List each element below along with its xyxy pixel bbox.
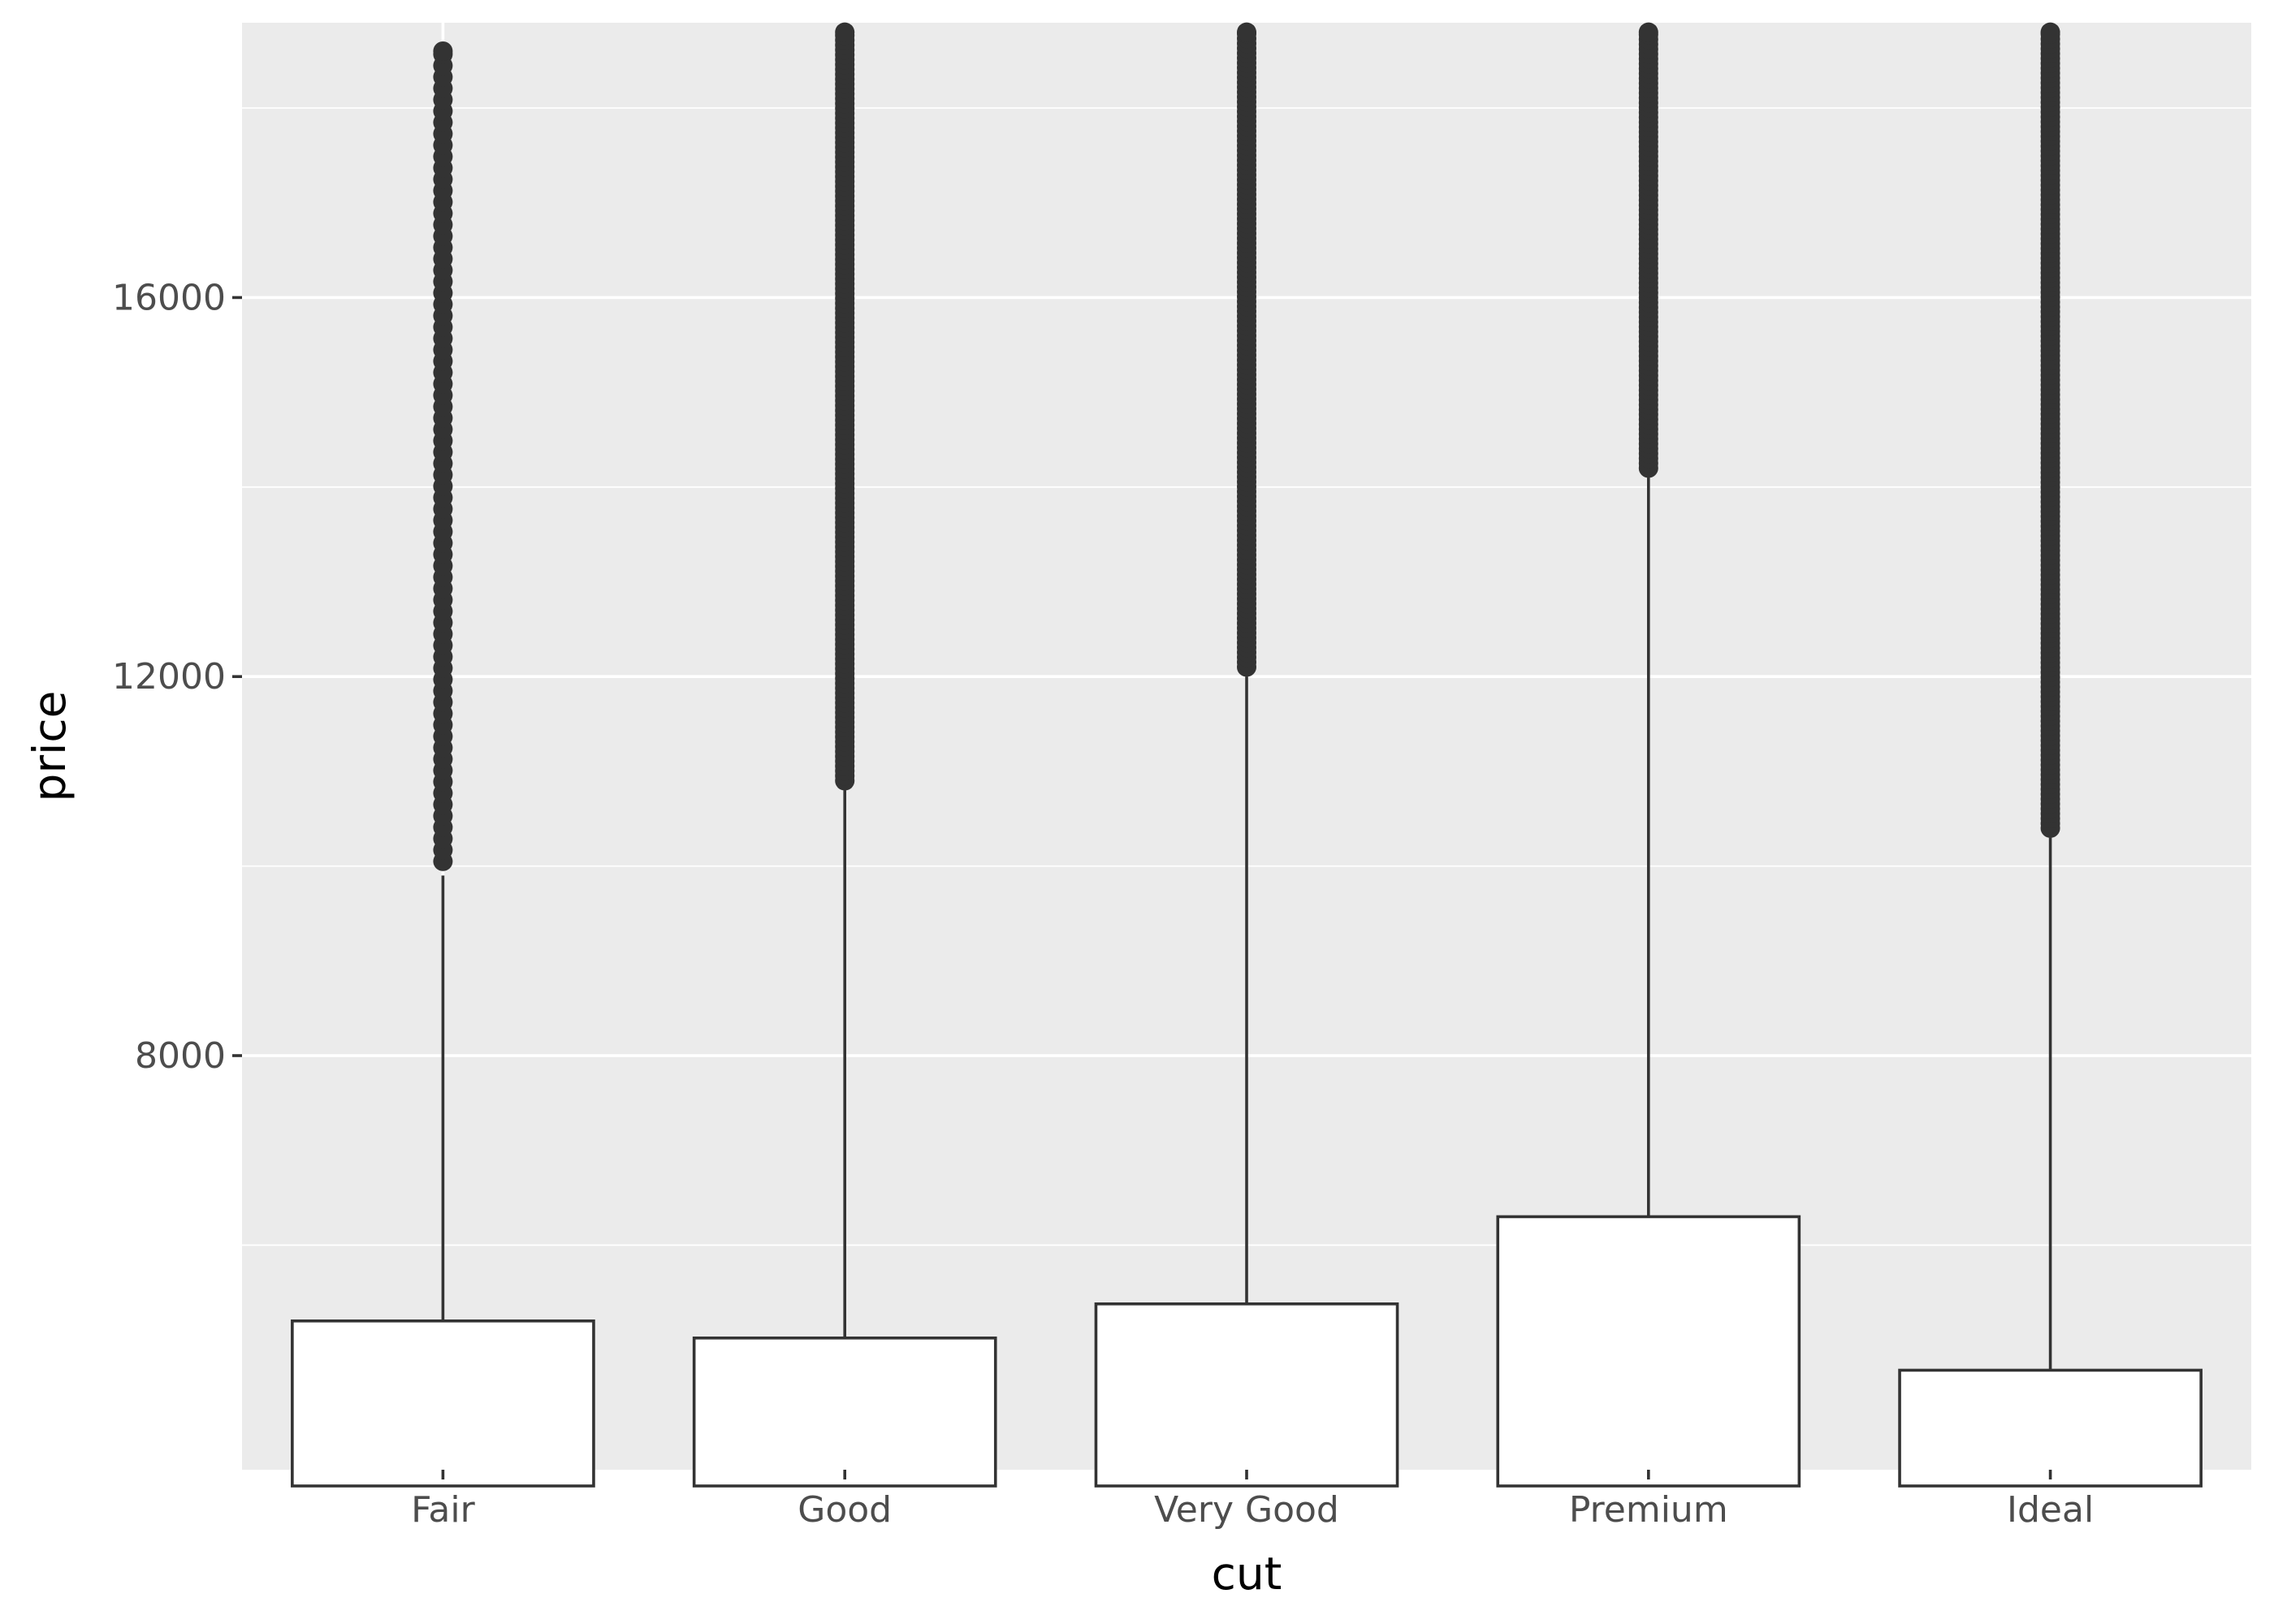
x-tick-label: Ideal <box>2007 1489 2094 1531</box>
boxplot-ideal <box>1898 22 2203 1488</box>
x-tick-label: Premium <box>1569 1489 1728 1531</box>
boxplot-fair <box>291 41 595 1488</box>
y-tick-label: 12000 <box>112 656 226 698</box>
x-tick-label: Good <box>798 1489 892 1531</box>
boxplots <box>291 22 2203 1488</box>
outlier-point <box>835 22 855 42</box>
axes: 8000 12000 16000 Fair Good Very Good Premium Id… <box>112 277 2094 1531</box>
outlier-point <box>2040 22 2060 42</box>
boxplot-very-good <box>1094 22 1399 1488</box>
y-tick-label: 16000 <box>112 277 226 318</box>
boxplot-good <box>692 22 997 1488</box>
box-body <box>1094 1302 1399 1488</box>
box-body <box>1496 1215 1801 1488</box>
box-body <box>291 1319 595 1488</box>
boxplot-premium <box>1496 22 1801 1488</box>
box-body <box>692 1336 997 1488</box>
x-tick-label: Very Good <box>1154 1489 1339 1531</box>
y-tick-label: 8000 <box>135 1035 226 1077</box>
outlier-point <box>1237 22 1256 42</box>
outlier-point <box>1638 22 1658 42</box>
x-axis-title: cut <box>1212 1548 1282 1600</box>
x-tick-label: Fair <box>411 1489 475 1531</box>
y-axis-title: price <box>24 691 76 802</box>
outlier-point <box>433 41 453 62</box>
box-body <box>1898 1368 2203 1488</box>
